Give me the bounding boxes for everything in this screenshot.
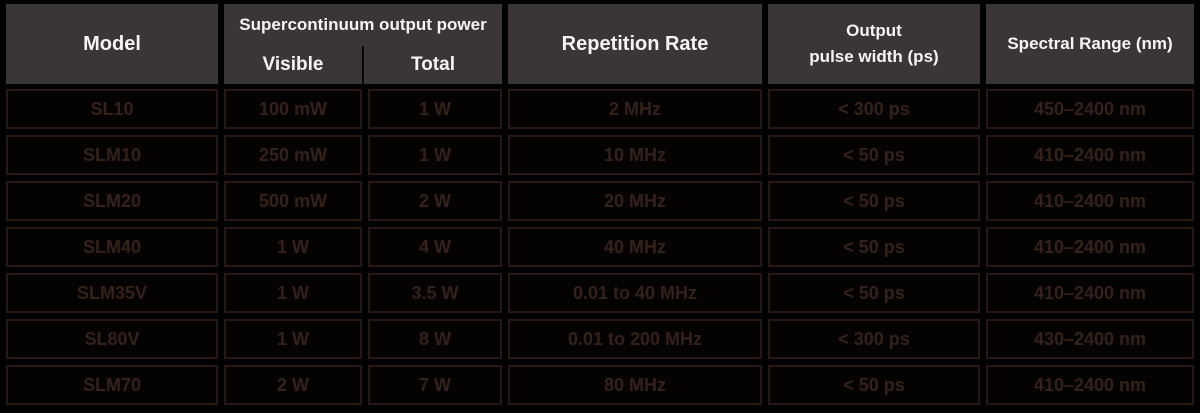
cell-repetition-rate: 20 MHz	[508, 181, 762, 221]
cell-visible-power: 500 mW	[224, 181, 362, 221]
table-header-row: Model Supercontinuum output power Visibl…	[6, 4, 1194, 84]
cell-pulse-width: < 300 ps	[768, 319, 980, 359]
header-total: Total	[411, 54, 455, 75]
cell-total-power: 3.5 W	[368, 273, 502, 313]
cell-total-power: 4 W	[368, 227, 502, 267]
cell-total-power: 8 W	[368, 319, 502, 359]
cell-visible-power: 1 W	[224, 227, 362, 267]
cell-repetition-rate: 80 MHz	[508, 365, 762, 405]
cell-total-power: 2 W	[368, 181, 502, 221]
cell-spectral-range: 410–2400 nm	[986, 227, 1194, 267]
cell-pulse-width: < 50 ps	[768, 181, 980, 221]
cell-visible-power: 1 W	[224, 273, 362, 313]
cell-repetition-rate: 2 MHz	[508, 89, 762, 129]
visible-total-divider	[362, 46, 364, 84]
cell-spectral-range: 450–2400 nm	[986, 89, 1194, 129]
header-spectral-range: Spectral Range (nm)	[986, 4, 1194, 84]
cell-total-power: 1 W	[368, 135, 502, 175]
cell-model: SLM20	[6, 181, 218, 221]
cell-pulse-width: < 50 ps	[768, 273, 980, 313]
cell-visible-power: 2 W	[224, 365, 362, 405]
cell-total-power: 1 W	[368, 89, 502, 129]
cell-repetition-rate: 40 MHz	[508, 227, 762, 267]
header-output-pulse-width: Output pulse width (ps)	[768, 4, 980, 84]
cell-model: SLM40	[6, 227, 218, 267]
cell-model: SLM35V	[6, 273, 218, 313]
cell-model: SLM70	[6, 365, 218, 405]
header-visible: Visible	[262, 54, 324, 75]
header-supercontinuum-subrow: Visible Total	[224, 46, 502, 84]
header-repetition-rate: Repetition Rate	[508, 4, 762, 84]
cell-repetition-rate: 0.01 to 200 MHz	[508, 319, 762, 359]
cell-model: SL80V	[6, 319, 218, 359]
cell-model: SL10	[6, 89, 218, 129]
header-model: Model	[6, 4, 218, 84]
cell-visible-power: 1 W	[224, 319, 362, 359]
cell-spectral-range: 410–2400 nm	[986, 273, 1194, 313]
header-output-line1: Output	[846, 20, 902, 40]
cell-model: SLM10	[6, 135, 218, 175]
cell-total-power: 7 W	[368, 365, 502, 405]
header-supercontinuum-group: Supercontinuum output power Visible Tota…	[224, 4, 502, 84]
cell-pulse-width: < 300 ps	[768, 89, 980, 129]
cell-repetition-rate: 0.01 to 40 MHz	[508, 273, 762, 313]
cell-spectral-range: 410–2400 nm	[986, 365, 1194, 405]
cell-pulse-width: < 50 ps	[768, 135, 980, 175]
cell-spectral-range: 430–2400 nm	[986, 319, 1194, 359]
cell-visible-power: 100 mW	[224, 89, 362, 129]
cell-spectral-range: 410–2400 nm	[986, 135, 1194, 175]
header-output-line2: pulse width (ps)	[809, 47, 939, 66]
cell-spectral-range: 410–2400 nm	[986, 181, 1194, 221]
cell-pulse-width: < 50 ps	[768, 365, 980, 405]
cell-visible-power: 250 mW	[224, 135, 362, 175]
header-supercontinuum-title: Supercontinuum output power	[239, 15, 487, 34]
cell-repetition-rate: 10 MHz	[508, 135, 762, 175]
cell-pulse-width: < 50 ps	[768, 227, 980, 267]
